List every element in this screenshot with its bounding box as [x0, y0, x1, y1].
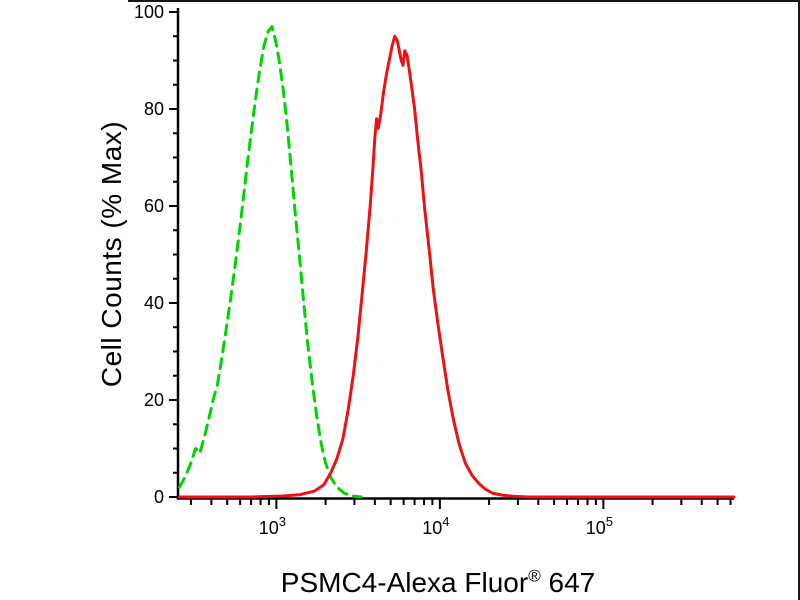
y-tick-label: 0 — [154, 487, 164, 507]
axis-ticks — [169, 11, 732, 509]
x-tick-label: 104 — [422, 514, 449, 538]
y-tick-label: 80 — [144, 99, 164, 119]
y-axis-label: Cell Counts (% Max) — [96, 121, 128, 387]
series-curve-stained — [177, 34, 736, 499]
registered-trademark-symbol: ® — [528, 566, 541, 586]
series-curves — [177, 25, 736, 499]
x-axis-label-suffix: 647 — [540, 567, 596, 598]
y-axis-label-text: Cell Counts (% Max) — [96, 120, 127, 388]
x-tick-label: 103 — [259, 514, 286, 538]
y-tick-label: 60 — [144, 196, 164, 216]
tick-labels: 0 20 40 60 80 100 103 104 105 — [134, 2, 613, 538]
series-curve-control — [177, 25, 363, 499]
y-tick-label: 40 — [144, 293, 164, 313]
x-axis-label: PSMC4-Alexa Fluor® 647 — [281, 567, 595, 599]
x-tick-label: 105 — [586, 514, 613, 538]
y-tick-label: 100 — [134, 2, 164, 22]
x-axis-label-text: PSMC4-Alexa Fluor — [280, 567, 529, 598]
y-tick-label: 20 — [144, 390, 164, 410]
